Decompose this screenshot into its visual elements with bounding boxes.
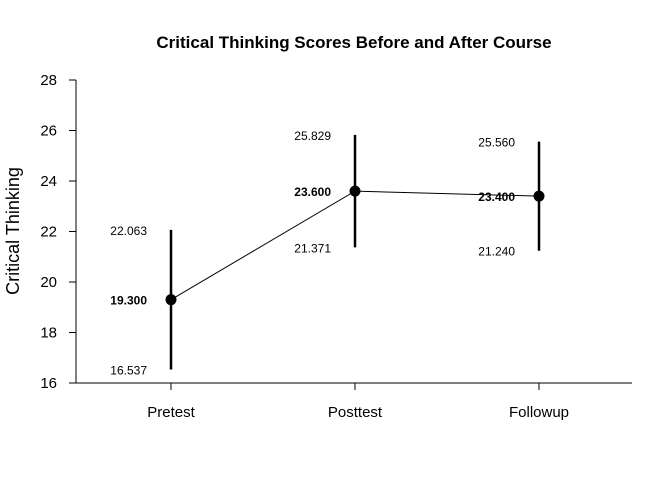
x-tick-label: Pretest bbox=[147, 404, 195, 421]
mean-value-label: 23.400 bbox=[478, 190, 515, 204]
data-point bbox=[165, 294, 177, 306]
x-tick-label: Posttest bbox=[328, 404, 383, 421]
y-tick-label: 22 bbox=[40, 224, 57, 241]
y-tick-label: 18 bbox=[40, 325, 57, 342]
lower-value-label: 21.240 bbox=[478, 245, 515, 259]
y-tick-label: 16 bbox=[40, 375, 57, 392]
upper-value-label: 22.063 bbox=[110, 224, 147, 238]
y-tick-label: 28 bbox=[40, 72, 57, 89]
lower-value-label: 16.537 bbox=[110, 363, 147, 377]
mean-value-label: 19.300 bbox=[110, 294, 147, 308]
x-tick-label: Followup bbox=[509, 404, 569, 421]
y-tick-label: 24 bbox=[40, 173, 57, 190]
x-axis-ticks: Pretest Posttest Followup bbox=[147, 383, 569, 421]
data-points bbox=[165, 185, 545, 306]
lower-value-label: 21.371 bbox=[294, 241, 331, 255]
y-axis-label: Critical Thinking bbox=[3, 167, 23, 295]
data-point bbox=[349, 185, 361, 197]
chart-title: Critical Thinking Scores Before and Afte… bbox=[156, 33, 551, 52]
y-axis-ticks: 16 18 20 22 24 26 28 bbox=[40, 72, 76, 392]
y-tick-label: 26 bbox=[40, 123, 57, 140]
upper-value-label: 25.829 bbox=[294, 129, 331, 143]
data-labels: 22.063 19.300 16.537 25.829 23.600 21.371 25.5… bbox=[110, 129, 515, 378]
mean-value-label: 23.600 bbox=[294, 185, 331, 199]
upper-value-label: 25.560 bbox=[478, 136, 515, 150]
data-point bbox=[533, 190, 545, 202]
y-tick-label: 20 bbox=[40, 274, 57, 291]
